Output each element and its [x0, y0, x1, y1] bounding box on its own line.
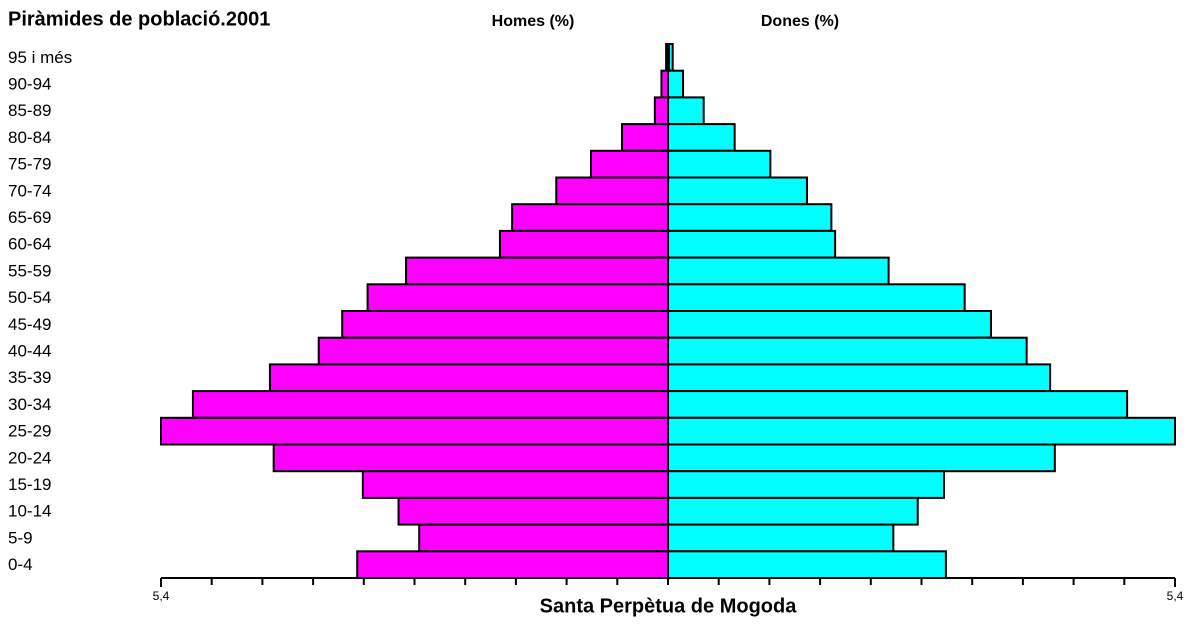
bar-women	[667, 123, 736, 152]
y-tick-label: 45-49	[8, 315, 51, 334]
bar-women	[667, 550, 947, 579]
bar-women	[667, 336, 1028, 366]
y-tick-label: 75-79	[8, 155, 51, 174]
y-tick-label: 70-74	[8, 181, 51, 200]
bar-women	[667, 470, 946, 499]
bar-men	[653, 96, 669, 126]
y-tick-label: 0-4	[8, 555, 33, 574]
bar-women	[667, 496, 919, 526]
chart-title: Piràmides de població.2001	[8, 8, 270, 30]
bar-women	[667, 69, 685, 99]
bar-women	[667, 390, 1129, 419]
bar-women	[667, 363, 1052, 393]
bar-women	[667, 283, 966, 312]
bar-women	[667, 310, 992, 339]
bar-men	[341, 310, 669, 339]
bar-men	[397, 496, 669, 526]
bar-women	[667, 176, 808, 206]
bar-men	[268, 363, 669, 393]
bar-women	[667, 203, 833, 232]
bar-women	[667, 256, 890, 286]
y-tick-label: 15-19	[8, 475, 51, 494]
bar-men	[272, 443, 669, 473]
bar-men	[555, 176, 669, 206]
y-tick-label: 80-84	[8, 128, 51, 147]
bar-men	[418, 523, 670, 553]
y-tick-label: 5-9	[8, 528, 33, 547]
x-tick-label: 5,4	[1167, 589, 1184, 603]
bar-women	[667, 416, 1176, 446]
bar-men	[590, 149, 669, 179]
y-tick-label: 40-44	[8, 342, 51, 361]
y-tick-label: 10-14	[8, 502, 51, 521]
x-tick-label: 5,4	[153, 589, 170, 603]
bar-men	[317, 336, 669, 366]
y-tick-label: 55-59	[8, 261, 51, 280]
bar-men	[620, 123, 669, 152]
bar-men	[160, 416, 669, 446]
bar-men	[498, 229, 670, 259]
y-tick-label: 90-94	[8, 75, 51, 94]
y-tick-label: 95 i més	[8, 48, 72, 67]
y-tick-label: 85-89	[8, 101, 51, 120]
y-tick-label: 65-69	[8, 208, 51, 227]
y-tick-label: 30-34	[8, 395, 51, 414]
bar-women	[667, 229, 837, 259]
bar-men	[511, 203, 670, 232]
bar-men	[191, 390, 670, 419]
bar-women	[667, 149, 772, 179]
bar-women	[667, 96, 705, 126]
bar-women	[667, 523, 895, 553]
y-tick-label: 25-29	[8, 422, 51, 441]
y-tick-label: 20-24	[8, 448, 51, 467]
y-tick-label: 50-54	[8, 288, 51, 307]
y-tick-label: 60-64	[8, 235, 51, 254]
x-axis-label: Santa Perpètua de Mogoda	[540, 595, 798, 617]
bar-women	[667, 443, 1056, 473]
bar-men	[361, 470, 669, 499]
bar-men	[366, 283, 669, 312]
bar-men	[356, 550, 669, 579]
legend-right: Dones (%)	[761, 13, 839, 30]
legend-left: Homes (%)	[492, 13, 575, 30]
y-tick-label: 35-39	[8, 368, 51, 387]
bar-men	[405, 256, 669, 286]
